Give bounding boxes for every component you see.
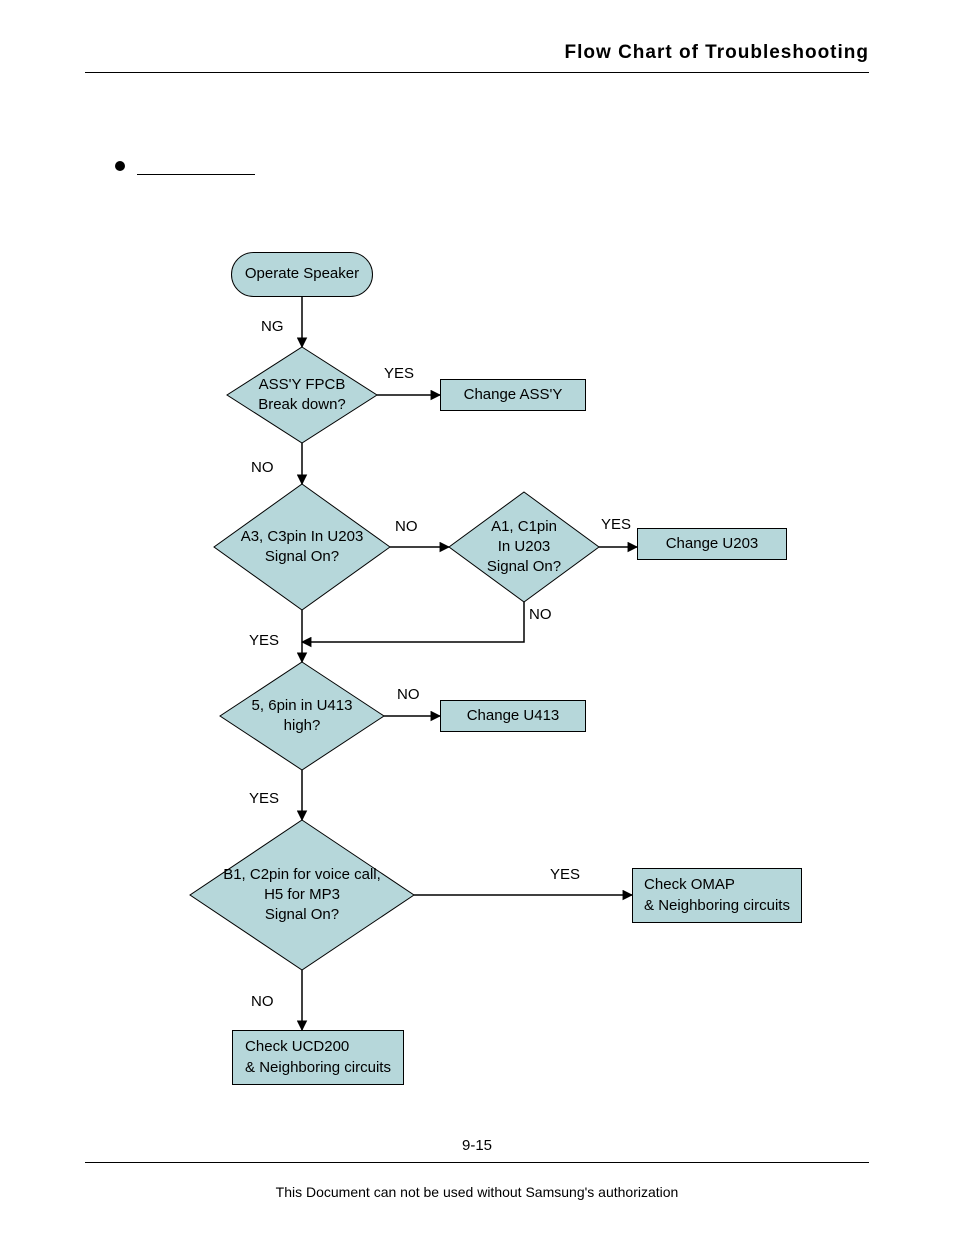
process-p2: Change U203 <box>637 528 787 560</box>
decision-label-d2: A3, C3pin In U203 Signal On? <box>214 484 390 610</box>
process-p3: Change U413 <box>440 700 586 732</box>
process-p4: Check OMAP & Neighboring circuits <box>632 868 802 923</box>
bullet-underline <box>137 174 255 175</box>
flow-edge <box>302 602 524 642</box>
terminator-start: Operate Speaker <box>231 252 373 297</box>
edge-label: NO <box>397 686 420 703</box>
edge-label: NO <box>251 993 274 1010</box>
edge-label: NO <box>529 606 552 623</box>
edge-label: YES <box>601 516 631 533</box>
edge-label: NO <box>395 518 418 535</box>
bullet-icon <box>115 161 125 171</box>
decision-label-d5: B1, C2pin for voice call, H5 for MP3 Sig… <box>190 820 414 970</box>
decision-label-d1: ASS'Y FPCB Break down? <box>227 347 377 443</box>
page-title: Flow Chart of Troubleshooting <box>565 42 869 64</box>
decision-d1 <box>227 347 377 443</box>
decision-d5 <box>190 820 414 970</box>
edge-label: NG <box>261 318 284 335</box>
footer-rule <box>85 1162 869 1163</box>
page-number: 9-15 <box>0 1137 954 1154</box>
footer-note: This Document can not be used without Sa… <box>0 1184 954 1200</box>
decision-label-d4: 5, 6pin in U413 high? <box>220 662 384 770</box>
decision-d3 <box>449 492 599 602</box>
edge-label: YES <box>384 365 414 382</box>
edge-label: YES <box>249 632 279 649</box>
edge-label: YES <box>249 790 279 807</box>
flowchart-svg <box>0 0 954 1235</box>
decision-label-d3: A1, C1pin In U203 Signal On? <box>449 492 599 602</box>
edge-label: YES <box>550 866 580 883</box>
decision-d2 <box>214 484 390 610</box>
page: Flow Chart of Troubleshooting Operate Sp… <box>0 0 954 1235</box>
process-p5: Check UCD200 & Neighboring circuits <box>232 1030 404 1085</box>
decision-d4 <box>220 662 384 770</box>
process-p1: Change ASS'Y <box>440 379 586 411</box>
edge-label: NO <box>251 459 274 476</box>
header-rule <box>85 72 869 73</box>
